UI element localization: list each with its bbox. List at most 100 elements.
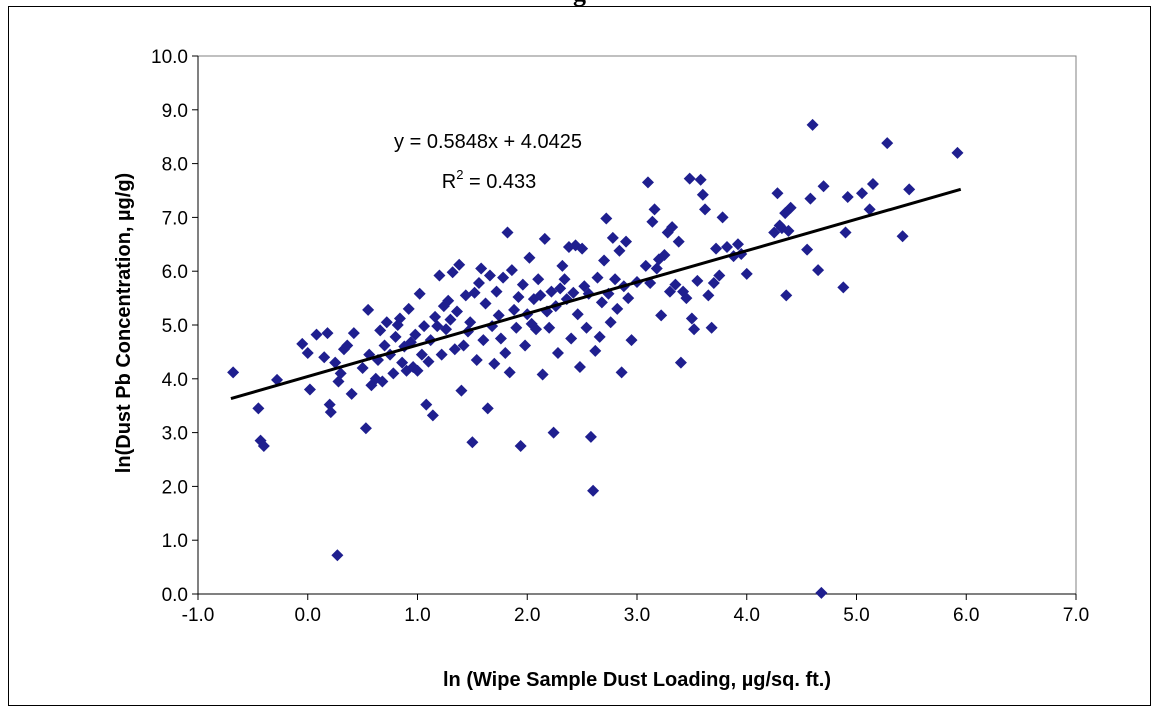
x-tick-label: 4.0 — [734, 605, 760, 626]
data-point — [296, 337, 309, 350]
data-point — [801, 243, 814, 256]
trendline — [230, 187, 962, 400]
data-point — [396, 356, 409, 369]
data-point — [303, 383, 316, 396]
data-point — [413, 287, 426, 300]
data-point — [683, 172, 696, 185]
data-point — [459, 289, 472, 302]
data-point — [475, 262, 488, 275]
data-point — [347, 327, 360, 340]
data-point — [483, 269, 496, 282]
data-point — [837, 281, 850, 294]
data-point — [731, 238, 744, 251]
y-tick-label: 1.0 — [162, 531, 188, 552]
r2-prefix: R — [442, 171, 456, 193]
data-point — [468, 286, 481, 299]
data-point — [866, 178, 879, 191]
data-point — [863, 203, 876, 216]
data-point — [420, 398, 433, 411]
data-point — [716, 211, 729, 224]
data-point — [490, 285, 503, 298]
data-point — [444, 313, 457, 326]
data-point — [554, 282, 567, 295]
data-point — [271, 373, 284, 386]
data-point — [567, 286, 580, 299]
data-point — [545, 285, 558, 298]
data-point — [771, 187, 784, 200]
data-point — [663, 285, 676, 298]
data-point — [376, 375, 389, 388]
data-point — [674, 356, 687, 369]
axes: -1.0 0.0 1.0 2.0 3.0 4.0 5.0 6.0 7.00.01.02.03.0… — [151, 47, 1089, 626]
data-point — [740, 267, 753, 280]
y-tick-label: 6.0 — [162, 262, 188, 283]
data-point — [446, 266, 459, 279]
data-point — [501, 226, 514, 239]
data-point — [341, 339, 354, 352]
data-point — [374, 324, 387, 337]
data-point — [538, 232, 551, 245]
data-point — [530, 323, 543, 336]
data-point — [593, 330, 606, 343]
data-point — [323, 398, 336, 411]
data-point — [494, 332, 507, 345]
data-point — [620, 235, 633, 248]
data-point — [672, 235, 685, 248]
data-point — [707, 277, 720, 290]
y-axis-title: ln(Dust Pb Concentration, µg/g) — [113, 173, 135, 473]
data-point — [615, 366, 628, 379]
data-point — [639, 259, 652, 272]
x-tick-label: 3.0 — [624, 605, 650, 626]
data-point — [595, 296, 608, 309]
data-point — [815, 586, 828, 599]
data-point — [451, 305, 464, 318]
data-point — [334, 367, 347, 380]
data-point — [387, 367, 400, 380]
data-point — [576, 242, 589, 255]
data-point — [812, 264, 825, 277]
data-point — [378, 339, 391, 352]
data-point — [855, 187, 868, 200]
data-point — [301, 346, 314, 359]
data-point — [817, 180, 830, 193]
x-tick-label: 6.0 — [953, 605, 979, 626]
data-point — [442, 294, 455, 307]
data-point — [669, 278, 682, 291]
data-point — [453, 258, 466, 271]
r2-value: = 0.433 — [463, 171, 536, 193]
data-point — [393, 312, 406, 325]
data-point — [429, 310, 442, 323]
data-point — [713, 269, 726, 282]
data-point — [514, 440, 527, 453]
data-point — [227, 366, 240, 379]
data-point — [606, 231, 619, 244]
data-point — [329, 356, 342, 369]
data-point — [512, 291, 525, 304]
data-point — [666, 221, 679, 234]
data-point — [571, 308, 584, 321]
y-tick-label: 10.0 — [151, 47, 188, 68]
data-point — [547, 426, 560, 439]
data-point — [310, 328, 323, 341]
data-point — [611, 302, 624, 315]
x-tick-label: 1.0 — [404, 605, 430, 626]
data-point — [415, 348, 428, 361]
x-tick-label: -1.0 — [182, 605, 215, 626]
data-point — [806, 118, 819, 131]
y-tick-label: 0.0 — [162, 585, 188, 606]
data-point — [380, 316, 393, 329]
data-point — [720, 240, 733, 253]
data-point — [600, 212, 613, 225]
data-point — [646, 215, 659, 228]
data-point — [440, 323, 453, 336]
y-tick-label: 7.0 — [162, 208, 188, 229]
data-point — [580, 321, 593, 334]
data-point — [503, 366, 516, 379]
data-point — [587, 484, 600, 497]
data-point — [694, 173, 707, 186]
chart-top-title-fragment: g — [0, 0, 1159, 8]
data-point — [881, 137, 894, 150]
data-point — [604, 316, 617, 329]
data-point — [655, 309, 668, 322]
